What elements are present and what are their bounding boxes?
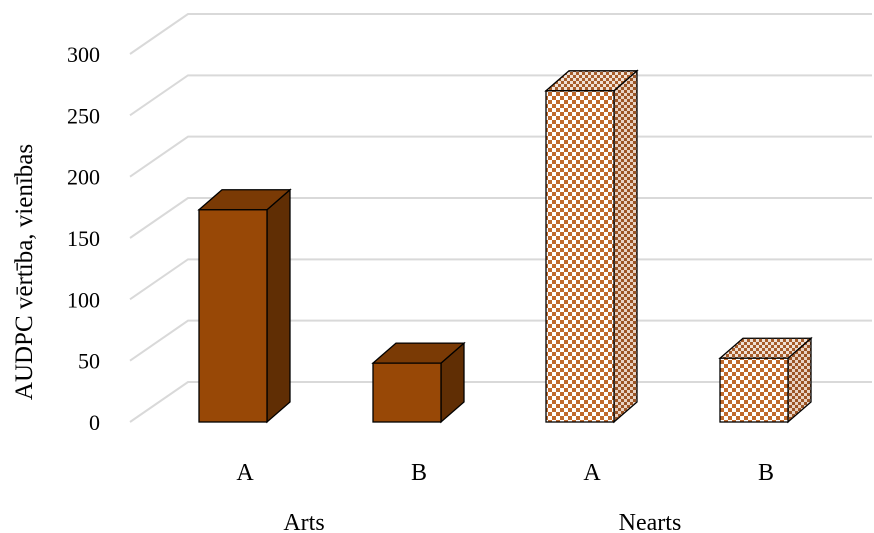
bar-side <box>266 188 291 424</box>
bar-front <box>372 362 442 423</box>
gridline <box>129 135 872 178</box>
bar-label: A <box>236 460 254 486</box>
y-tick-label: 300 <box>67 42 100 67</box>
y-tick-label: 200 <box>67 165 100 190</box>
y-tick-label: 100 <box>67 287 100 312</box>
gridline <box>129 258 872 301</box>
bar <box>371 341 466 424</box>
gridline <box>129 197 872 239</box>
y-axis-label: AUDPC vērtība, vienības <box>11 144 38 400</box>
bar-front <box>545 90 615 423</box>
gridline <box>129 74 872 117</box>
bar-front <box>719 357 789 423</box>
group-label: Arts <box>283 510 324 533</box>
y-tick-label: 0 <box>89 410 100 435</box>
group-label: Nearts <box>619 510 682 533</box>
gridline <box>129 319 872 362</box>
bar <box>544 69 639 424</box>
bar-side <box>613 69 638 424</box>
bar-label: B <box>758 460 774 486</box>
bar-front <box>198 209 268 423</box>
bar-label: A <box>583 460 601 486</box>
bars <box>197 69 813 424</box>
y-tick-label: 50 <box>78 349 100 374</box>
gridlines <box>129 13 872 423</box>
bar <box>718 336 813 424</box>
gridline <box>129 381 872 423</box>
y-tick-label: 150 <box>67 226 100 251</box>
bar <box>197 188 292 424</box>
category-labels: A B Arts A B Nearts <box>236 460 774 533</box>
y-axis-ticks: 0 50 100 150 200 250 300 <box>67 42 100 435</box>
bar-label: B <box>411 460 427 486</box>
y-tick-label: 250 <box>67 103 100 128</box>
gridline <box>129 13 872 55</box>
